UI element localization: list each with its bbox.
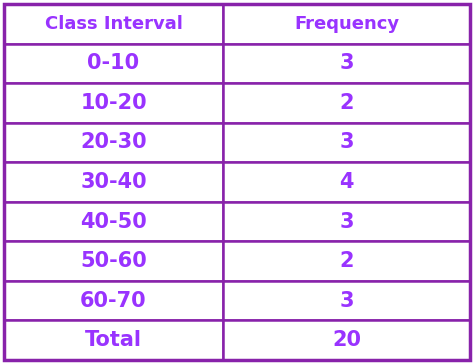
Text: 0-10: 0-10 — [87, 54, 139, 73]
Text: 3: 3 — [339, 132, 354, 153]
Text: 4: 4 — [339, 172, 354, 192]
Text: 3: 3 — [339, 291, 354, 310]
Text: 20-30: 20-30 — [80, 132, 147, 153]
Text: 40-50: 40-50 — [80, 211, 147, 232]
Bar — [223, 162, 470, 202]
Text: 10-20: 10-20 — [80, 93, 147, 113]
Bar — [4, 123, 223, 162]
Text: 2: 2 — [339, 93, 354, 113]
Bar — [223, 123, 470, 162]
Bar — [223, 281, 470, 320]
Text: 2: 2 — [339, 251, 354, 271]
Bar — [223, 83, 470, 123]
Text: 30-40: 30-40 — [80, 172, 147, 192]
Bar — [4, 241, 223, 281]
Text: Frequency: Frequency — [294, 15, 399, 33]
Bar — [4, 281, 223, 320]
Bar — [223, 320, 470, 360]
Text: 50-60: 50-60 — [80, 251, 147, 271]
Bar — [4, 4, 223, 44]
Bar — [4, 44, 223, 83]
Bar — [4, 320, 223, 360]
Bar — [223, 202, 470, 241]
Text: 20: 20 — [332, 330, 361, 350]
Bar — [223, 4, 470, 44]
Bar — [4, 162, 223, 202]
Bar — [4, 83, 223, 123]
Bar — [223, 44, 470, 83]
Text: Total: Total — [85, 330, 142, 350]
Bar — [223, 241, 470, 281]
Bar — [4, 202, 223, 241]
Text: 60-70: 60-70 — [80, 291, 147, 310]
Text: Class Interval: Class Interval — [45, 15, 182, 33]
Text: 3: 3 — [339, 54, 354, 73]
Text: 3: 3 — [339, 211, 354, 232]
